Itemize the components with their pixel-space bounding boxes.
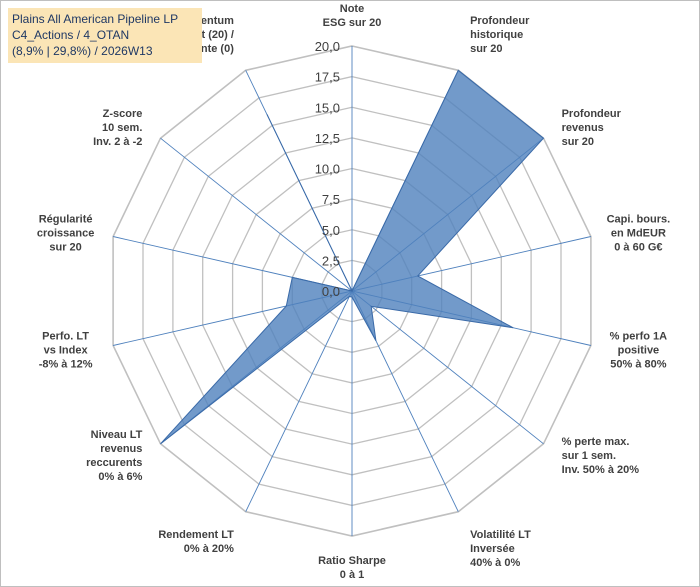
axis-spoke [351, 290, 544, 445]
tick-layer: 0,0 2,5 5,0 7,5 10,0 12,5 15,0 17,5 20,0 [315, 39, 340, 299]
axis-label-line: vs Index [44, 345, 89, 357]
axis-label: % perfo 1A positive 50% à 80% [610, 331, 668, 371]
tick-label: 17,5 [315, 70, 340, 85]
axis-label-line: 50% à 80% [610, 359, 666, 371]
axis-label-line: 10 sem. [102, 122, 142, 134]
axis-label: Z-score 10 sem. Inv. 2 à -2 [93, 108, 142, 148]
axis-label-line: ESG sur 20 [323, 17, 382, 29]
axis-label-line: sur 20 [49, 242, 81, 254]
axis-label-line: croissance [37, 228, 94, 240]
axis-label-line: Profondeur [562, 108, 622, 120]
axis-label: Niveau LT revenus reccurents 0% à 6% [86, 429, 143, 483]
axis-label: Profondeur revenus sur 20 [562, 108, 622, 148]
axis-label: Note ESG sur 20 [323, 3, 382, 29]
axis-label-line: en MdEUR [611, 228, 666, 240]
series-layer [160, 69, 545, 445]
axis-label-line: Rendement LT [158, 529, 234, 541]
axis-label: Régularité croissance sur 20 [37, 214, 94, 254]
axis-label: Volatilité LT Inversée 40% à 0% [470, 529, 531, 569]
tick-label: 10,0 [315, 162, 340, 177]
tick-label: 0,0 [322, 284, 340, 299]
axis-label-line: positive [618, 345, 660, 357]
axis-label-line: % perte max. [562, 436, 630, 448]
axis-label-line: sur 20 [562, 136, 594, 148]
axis-label: Profondeur historique sur 20 [470, 15, 530, 55]
axis-label-line: 0 à 1 [340, 569, 364, 581]
axis-label-line: Perfo. LT [42, 331, 89, 343]
axis-label-line: Z-score [103, 108, 143, 120]
info-box: Plains All American Pipeline LP C4_Actio… [8, 8, 202, 63]
tick-label: 12,5 [315, 131, 340, 146]
axis-label-line: Inv. 50% à 20% [562, 464, 640, 476]
axis-label-line: 0% à 20% [184, 543, 234, 555]
axis-label-line: Régularité [39, 214, 93, 226]
axis-label-line: Niveau LT [91, 429, 143, 441]
axis-label-line: Inversée [470, 543, 515, 555]
axis-label-line: Volatilité LT [470, 529, 531, 541]
axis-label-line: -8% à 12% [39, 359, 93, 371]
tick-label: 5,0 [322, 223, 340, 238]
axis-label: Ratio Sharpe 0 à 1 [318, 555, 386, 581]
company-name: Plains All American Pipeline LP [12, 12, 179, 26]
tick-label: 15,0 [315, 100, 340, 115]
tick-label: 7,5 [322, 192, 340, 207]
axis-label-line: 40% à 0% [470, 557, 520, 569]
axis-label-line: sur 20 [470, 43, 502, 55]
axis-label-line: revenus [100, 443, 142, 455]
tick-label: 20,0 [315, 39, 340, 54]
axis-label-line: Capi. bours. [607, 214, 671, 226]
axis-spoke [245, 290, 353, 512]
axis-label: Capi. bours. en MdEUR 0 à 60 G€ [607, 214, 671, 254]
axis-label: Perfo. LT vs Index -8% à 12% [39, 331, 93, 371]
axis-label: Rendement LT 0% à 20% [158, 529, 234, 555]
axis-label-line: % perfo 1A [610, 331, 668, 343]
performance-summary: (8,9% | 29,8%) / 2026W13 [12, 44, 153, 58]
axis-label-line: 0 à 60 G€ [614, 242, 662, 254]
axis-label: % perte max. sur 1 sem. Inv. 50% à 20% [562, 436, 640, 476]
axis-label-line: reccurents [86, 457, 142, 469]
category-label: C4_Actions / 4_OTAN [12, 28, 130, 42]
axis-label-layer: Note ESG sur 20 Profondeur historique sur 20… [37, 3, 670, 581]
tick-label: 2,5 [322, 253, 340, 268]
axis-label-line: revenus [562, 122, 604, 134]
axis-label-line: sur 1 sem. [562, 450, 616, 462]
axis-label-line: Inv. 2 à -2 [93, 136, 142, 148]
axis-label-line: Ratio Sharpe [318, 555, 386, 567]
axis-label-line: historique [470, 29, 523, 41]
axis-spoke [160, 137, 353, 292]
axis-label-line: 0% à 6% [98, 471, 142, 483]
axis-label-line: Profondeur [470, 15, 530, 27]
axis-label-line: Note [340, 3, 364, 15]
